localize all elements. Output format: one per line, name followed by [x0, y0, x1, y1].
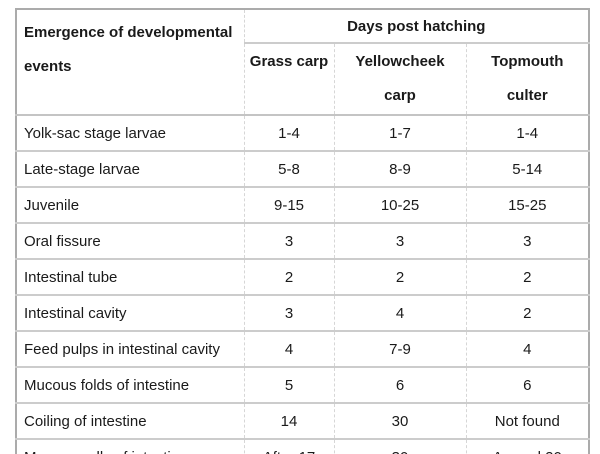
column-header-events-line1: Emergence of developmental: [24, 24, 233, 41]
value-cell: 10-25: [333, 187, 466, 224]
header-row-group: Emergence of developmental events Days p…: [16, 9, 590, 116]
value-cell: 6: [333, 367, 466, 404]
event-cell: Mucous folds of intestine: [16, 367, 244, 404]
value-cell: 3: [333, 223, 466, 260]
value-cell: After 17: [243, 439, 334, 454]
header-row-species: Grass carp Yellowcheek carp Topmouth cul…: [16, 43, 590, 116]
value-cell: 30: [333, 439, 466, 454]
table-header: Emergence of developmental events Days p…: [16, 9, 590, 116]
event-cell: Mucous cells of intestine: [16, 439, 244, 454]
value-cell: 2: [465, 295, 590, 332]
value-cell: 15-25: [465, 187, 590, 224]
table-row: Coiling of intestine 14 30 Not found: [16, 403, 590, 440]
event-cell: Intestinal cavity: [16, 295, 244, 332]
event-cell: Feed pulps in intestinal cavity: [16, 331, 244, 368]
value-cell: 2: [243, 259, 334, 296]
table-row: Intestinal cavity 3 4 2: [16, 295, 590, 332]
column-header-grass-carp: Grass carp: [243, 43, 334, 116]
column-header-yellowcheek-carp: Yellowcheek carp: [333, 43, 466, 116]
value-cell: 5-8: [243, 151, 334, 188]
column-header-events: Emergence of developmental events: [16, 9, 244, 116]
developmental-events-table: Emergence of developmental events Days p…: [15, 8, 591, 454]
event-cell: Intestinal tube: [16, 259, 244, 296]
table-row: Mucous cells of intestine After 17 30 Ar…: [16, 439, 590, 454]
value-cell: 7-9: [333, 331, 466, 368]
table-row: Yolk-sac stage larvae 1-4 1-7 1-4: [16, 115, 590, 152]
value-cell: 4: [333, 295, 466, 332]
value-cell: 2: [465, 259, 590, 296]
value-cell: 4: [465, 331, 590, 368]
value-cell: 3: [243, 295, 334, 332]
value-cell: 6: [465, 367, 590, 404]
table-row: Late-stage larvae 5-8 8-9 5-14: [16, 151, 590, 188]
table-row: Juvenile 9-15 10-25 15-25: [16, 187, 590, 224]
value-cell: 3: [465, 223, 590, 260]
event-cell: Oral fissure: [16, 223, 244, 260]
value-cell: 30: [333, 403, 466, 440]
event-cell: Late-stage larvae: [16, 151, 244, 188]
value-cell: 1-4: [243, 115, 334, 152]
event-cell: Yolk-sac stage larvae: [16, 115, 244, 152]
event-cell: Coiling of intestine: [16, 403, 244, 440]
value-cell: 8-9: [333, 151, 466, 188]
column-header-events-line2: events: [24, 58, 72, 75]
event-cell: Juvenile: [16, 187, 244, 224]
value-cell: Not found: [465, 403, 590, 440]
table-row: Mucous folds of intestine 5 6 6: [16, 367, 590, 404]
value-cell: 9-15: [243, 187, 334, 224]
value-cell: 1-4: [465, 115, 590, 152]
value-cell: 5: [243, 367, 334, 404]
value-cell: 3: [243, 223, 334, 260]
value-cell: 1-7: [333, 115, 466, 152]
table-row: Feed pulps in intestinal cavity 4 7-9 4: [16, 331, 590, 368]
table-row: Intestinal tube 2 2 2: [16, 259, 590, 296]
value-cell: 4: [243, 331, 334, 368]
column-group-header-days-post-hatching: Days post hatching: [243, 9, 590, 44]
value-cell: 2: [333, 259, 466, 296]
value-cell: 14: [243, 403, 334, 440]
table-body: Yolk-sac stage larvae 1-4 1-7 1-4 Late-s…: [16, 115, 590, 454]
table-row: Oral fissure 3 3 3: [16, 223, 590, 260]
value-cell: 5-14: [465, 151, 590, 188]
column-header-topmouth-culter: Topmouth culter: [465, 43, 590, 116]
value-cell: Around 20: [465, 439, 590, 454]
